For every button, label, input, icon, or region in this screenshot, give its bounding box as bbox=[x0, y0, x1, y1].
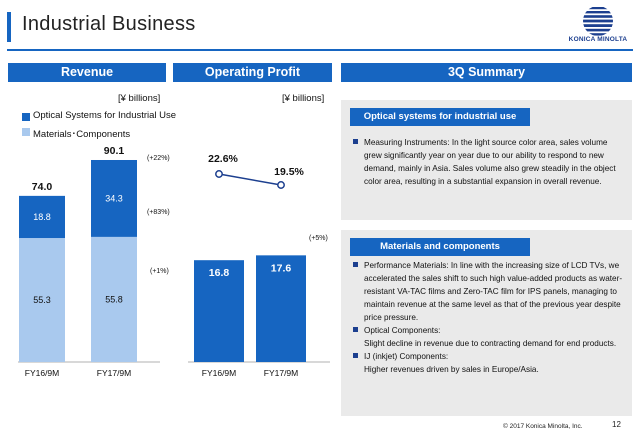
revenue-bar-optical-fy17 bbox=[91, 159, 137, 237]
page-number: 12 bbox=[612, 420, 621, 429]
copyright-text: © 2017 Konica Minolta, Inc. bbox=[503, 423, 583, 430]
revenue-heading: Revenue bbox=[8, 63, 166, 82]
revenue-unit-label: [¥ billions] bbox=[118, 93, 161, 104]
title-accent-bar bbox=[7, 12, 11, 42]
revenue-category-fy17: FY17/9M bbox=[97, 368, 132, 378]
revenue-category-fy16: FY16/9M bbox=[25, 368, 60, 378]
page-title: Industrial Business bbox=[22, 13, 196, 35]
revenue-chart: 55.3 18.8 55.8 34.3 74.0 90.1 FY16/9M FY… bbox=[18, 145, 170, 378]
legend-swatch-materials bbox=[22, 128, 30, 136]
revenue-total-label-fy17: 90.1 bbox=[104, 145, 125, 157]
revenue-optical-label-fy16: 18.8 bbox=[33, 212, 51, 222]
revenue-optical-change: (+83%) bbox=[147, 209, 170, 216]
bullet-square-icon bbox=[353, 139, 358, 144]
revenue-total-change: (+22%) bbox=[147, 155, 170, 162]
revenue-bar-optical-fy16 bbox=[19, 195, 65, 239]
profit-category-fy16: FY16/9M bbox=[202, 368, 237, 378]
header-rule bbox=[7, 49, 633, 51]
bullet-text: Optical Components: bbox=[364, 326, 441, 335]
legend-label-optical: Optical Systems for Industrial Use bbox=[33, 110, 177, 121]
profit-category-fy17: FY17/9M bbox=[264, 368, 299, 378]
operating-profit-heading: Operating Profit bbox=[173, 63, 332, 82]
profit-unit-label: [¥ billions] bbox=[282, 93, 325, 104]
legend-swatch-optical bbox=[22, 113, 30, 121]
margin-label-fy17: 19.5% bbox=[274, 166, 304, 178]
revenue-materials-change: (+1%) bbox=[150, 268, 169, 275]
revenue-materials-label-fy17: 55.8 bbox=[105, 294, 123, 304]
summary-heading: 3Q Summary bbox=[341, 63, 632, 82]
profit-change: (+5%) bbox=[309, 235, 328, 242]
revenue-bar-materials-fy16 bbox=[19, 238, 65, 362]
bullet-item: Optical Components: bbox=[353, 324, 624, 337]
bullet-text: IJ (inkjet) Components: bbox=[364, 352, 449, 361]
margin-point-fy17 bbox=[277, 181, 285, 189]
margin-line bbox=[218, 173, 282, 186]
revenue-total-label-fy16: 74.0 bbox=[32, 181, 53, 193]
profit-value-label-fy16: 16.8 bbox=[209, 267, 230, 279]
bullet-text: Performance Materials: In line with the … bbox=[364, 261, 623, 322]
margin-label-fy16: 22.6% bbox=[208, 153, 238, 165]
bullet-square-icon bbox=[353, 327, 358, 332]
bullet-item: Performance Materials: In line with the … bbox=[353, 259, 624, 324]
bullet-item: IJ (inkjet) Components: bbox=[353, 350, 624, 363]
bullet-square-icon bbox=[353, 353, 358, 358]
konica-minolta-logo-icon bbox=[583, 6, 613, 36]
summary-box-optical: Optical systems for industrial use Measu… bbox=[341, 100, 632, 220]
revenue-bar-materials-fy17 bbox=[91, 236, 137, 362]
operating-profit-chart: 16.8 17.6 22.6% 19.5% FY16/9M FY17/9M (+… bbox=[188, 153, 330, 378]
summary-box-materials-title: Materials and components bbox=[350, 238, 530, 256]
logo-wordmark: KONICA MINOLTA bbox=[568, 36, 628, 43]
profit-bar-fy16 bbox=[194, 260, 244, 362]
margin-point-fy16 bbox=[215, 170, 223, 178]
legend-label-materials: Materials･Components bbox=[33, 129, 131, 140]
revenue-optical-label-fy17: 34.3 bbox=[105, 193, 123, 203]
summary-box-materials: Materials and components Performance Mat… bbox=[341, 230, 632, 416]
summary-box-optical-title: Optical systems for industrial use bbox=[350, 108, 530, 126]
bullet-item: Measuring Instruments: In the light sour… bbox=[353, 136, 624, 188]
bullet-square-icon bbox=[353, 262, 358, 267]
profit-value-label-fy17: 17.6 bbox=[271, 262, 292, 274]
revenue-materials-label-fy16: 55.3 bbox=[33, 295, 51, 305]
bullet-subline: Slight decline in revenue due to contrac… bbox=[364, 339, 617, 348]
bullet-text: Measuring Instruments: In the light sour… bbox=[364, 138, 616, 186]
profit-bar-fy17 bbox=[256, 255, 306, 362]
bullet-subline: Higher revenues driven by sales in Europ… bbox=[364, 365, 539, 374]
